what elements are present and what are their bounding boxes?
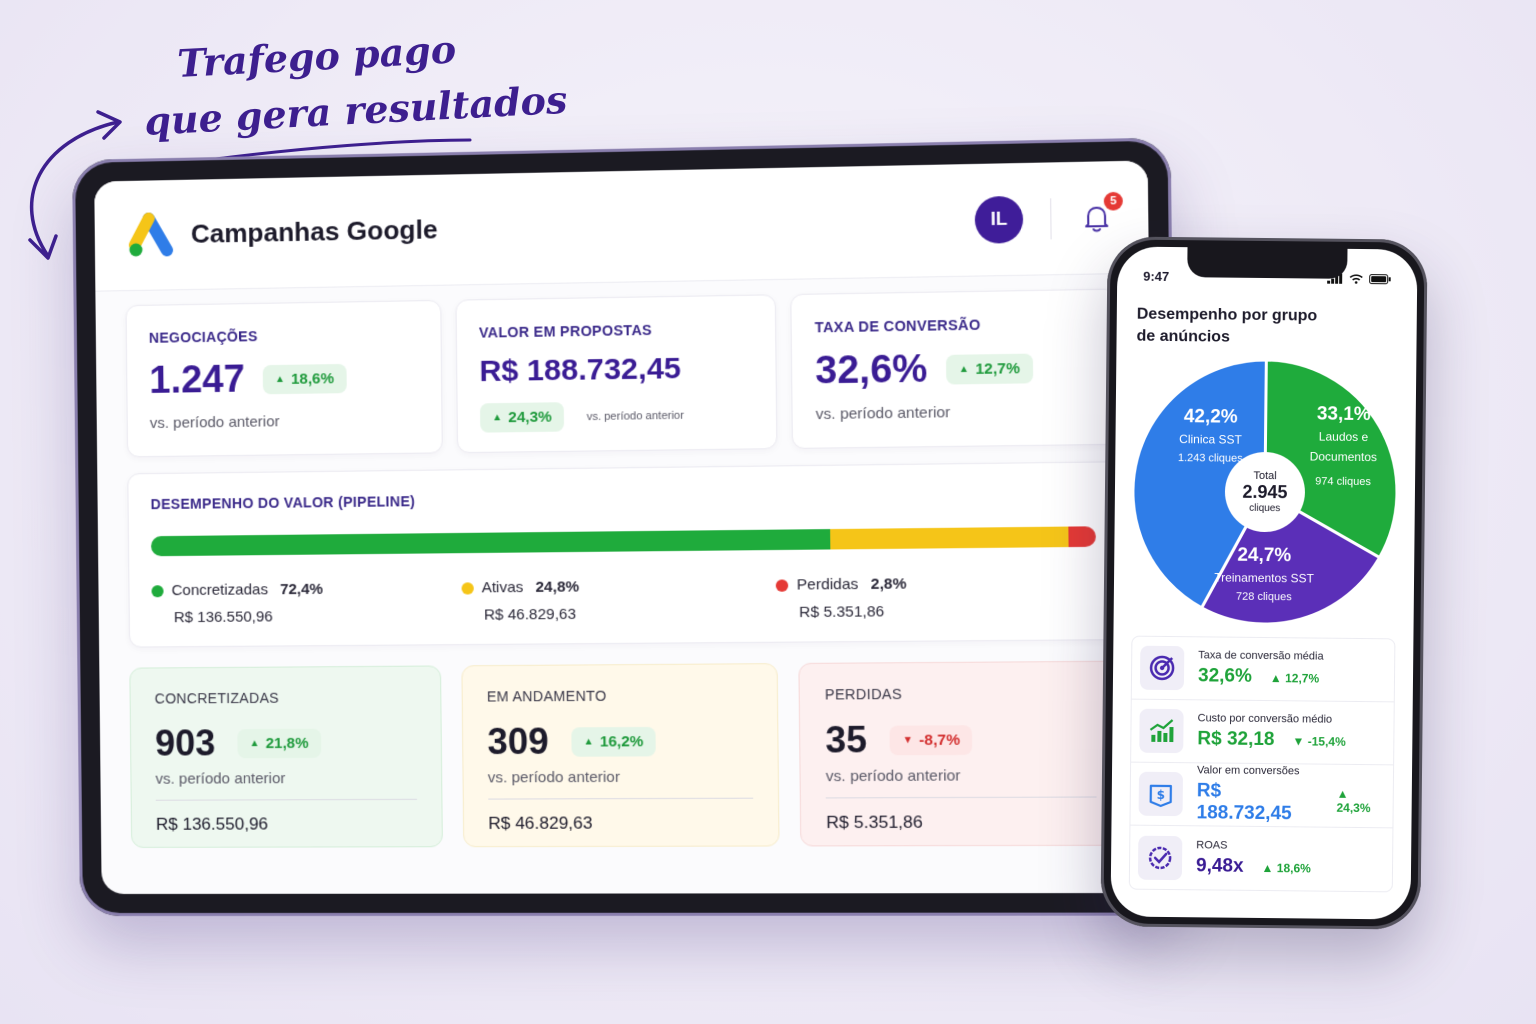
metrics-list: Taxa de conversão média 32,6% ▲ 12,7% Cu… (1129, 636, 1396, 893)
status-subtext: vs. período anterior (155, 770, 416, 788)
tablet-screen: Campanhas Google IL 5 NEGOCIAÇÕES (94, 160, 1155, 894)
arrow-up-icon: ▲ (275, 374, 285, 385)
google-ads-logo-icon (127, 212, 174, 259)
kpi-value: 32,6% (815, 348, 928, 394)
legend-dot (151, 585, 163, 597)
arrow-up-icon: ▲ (250, 738, 260, 749)
arrow-up-icon: ▲ (583, 736, 593, 747)
delta-badge: ▲ 21,8% (237, 728, 320, 758)
kpi-value: R$ 188.732,45 (479, 352, 681, 389)
chart-up-icon (1139, 709, 1183, 753)
status-value: 903 (155, 722, 216, 764)
delta-badge: ▲ 18,6% (263, 364, 347, 394)
kpi-label: TAXA DE CONVERSÃO (815, 315, 1094, 336)
status-card-concretizadas[interactable]: CONCRETIZADAS 903 ▲ 21,8% vs. período ant… (129, 665, 442, 847)
arrow-up-icon: ▲ (959, 364, 969, 375)
pipeline-card: DESEMPENHO DO VALOR (PIPELINE) Concretiz… (127, 461, 1121, 647)
kpi-subtext: vs. período anterior (150, 411, 419, 432)
status-value: 309 (487, 720, 549, 763)
status-card-em-andamento[interactable]: EM ANDAMENTO 309 ▲ 16,2% vs. período ante… (461, 663, 780, 847)
notification-count-badge: 5 (1104, 191, 1123, 210)
status-label: EM ANDAMENTO (487, 687, 753, 705)
dollar-icon: $ (1139, 772, 1183, 816)
status-amount: R$ 136.550,96 (156, 814, 417, 835)
phone-screen: 9:47 Desempenho por grupo de anúncios 42… (1111, 246, 1418, 919)
metric-custo-conversao[interactable]: Custo por conversão médio R$ 32,18 ▼ -15… (1131, 700, 1394, 766)
status-label: PERDIDAS (825, 685, 1096, 703)
pie-center-total: Total 2.945 cliques (1225, 452, 1306, 533)
pipeline-segment-ativas[interactable] (830, 527, 1069, 550)
kpi-card-negociacoes[interactable]: NEGOCIAÇÕES 1.247 ▲ 18,6% vs. período ant… (126, 300, 443, 457)
kpi-subtext: vs. período anterior (587, 409, 685, 423)
status-subtext: vs. período anterior (488, 768, 754, 786)
target-icon (1140, 646, 1184, 690)
delta-badge: ▲ 16,2% (571, 726, 656, 756)
kpi-subtext: vs. período anterior (816, 402, 1095, 423)
metric-taxa-conversao[interactable]: Taxa de conversão média 32,6% ▲ 12,7% (1132, 637, 1395, 703)
pipeline-segment-concretizadas[interactable] (151, 529, 830, 556)
arrow-up-icon: ▲ (492, 412, 502, 423)
status-amount: R$ 5.351,86 (826, 812, 1097, 833)
legend-dot (461, 582, 473, 594)
delta-badge: ▼ -8,7% (890, 725, 973, 755)
status-amount: R$ 46.829,63 (488, 813, 754, 834)
pie-label-treinamentos: 24,7% Treinamentos SST 728 cliques (1199, 544, 1330, 603)
pipeline-title: DESEMPENHO DO VALOR (PIPELINE) (151, 485, 1096, 512)
phone-time: 9:47 (1143, 269, 1169, 284)
page-title: Campanhas Google (191, 214, 438, 250)
phone-section-title: Desempenho por grupo de anúncios (1116, 283, 1417, 350)
metric-valor-conversoes[interactable]: $ Valor em conversões R$ 188.732,45 ▲ 24… (1130, 763, 1393, 829)
wifi-icon (1349, 273, 1363, 283)
svg-text:$: $ (1157, 788, 1166, 802)
notifications-button[interactable]: 5 (1079, 200, 1115, 236)
status-card-perdidas[interactable]: PERDIDAS 35 ▼ -8,7% vs. período anterior … (799, 661, 1124, 847)
status-value: 35 (825, 719, 867, 762)
phone-device: 9:47 Desempenho por grupo de anúncios 42… (1100, 236, 1427, 929)
legend-item-concretizadas: Concretizadas 72,4% R$ 136.550,96 (151, 579, 461, 626)
headline: Trafego pago que gera resultados (140, 16, 569, 150)
kpi-label: VALOR EM PROPOSTAS (479, 320, 753, 341)
status-subtext: vs. período anterior (826, 767, 1097, 785)
kpi-value: 1.247 (149, 358, 245, 403)
legend-item-perdidas: Perdidas 2,8% R$ 5.351,86 (776, 574, 1097, 622)
delta-badge: ▲ 12,7% (946, 354, 1033, 385)
phone-notch (1187, 247, 1347, 279)
delta-badge: ▲ 24,3% (480, 402, 565, 432)
legend-dot (776, 579, 789, 591)
metric-roas[interactable]: ROAS 9,48x ▲ 18,6% (1130, 826, 1393, 892)
pipeline-segment-perdidas[interactable] (1069, 526, 1096, 547)
user-avatar[interactable]: IL (975, 195, 1024, 243)
kpi-label: NEGOCIAÇÕES (149, 325, 418, 345)
kpi-card-valor-propostas[interactable]: VALOR EM PROPOSTAS R$ 188.732,45 ▲ 24,3% … (455, 294, 778, 453)
status-label: CONCRETIZADAS (155, 689, 416, 707)
tablet-device: Campanhas Google IL 5 NEGOCIAÇÕES (72, 137, 1179, 916)
check-badge-icon (1138, 835, 1182, 879)
divider (1050, 198, 1051, 239)
battery-icon (1369, 274, 1391, 284)
kpi-card-taxa-conversao[interactable]: TAXA DE CONVERSÃO 32,6% ▲ 12,7% vs. perío… (791, 289, 1119, 449)
pie-label-laudos: 33,1% Laudos e Documentos 974 cliques (1288, 403, 1399, 488)
pie-chart: 42,2% Clinica SST 1.243 cliques 33,1% La… (1129, 356, 1402, 629)
arrow-down-icon: ▼ (902, 734, 912, 745)
legend-item-ativas: Ativas 24,8% R$ 46.829,63 (461, 577, 776, 624)
pipeline-bar[interactable] (151, 526, 1096, 556)
dashboard-header: Campanhas Google IL 5 (94, 160, 1149, 291)
